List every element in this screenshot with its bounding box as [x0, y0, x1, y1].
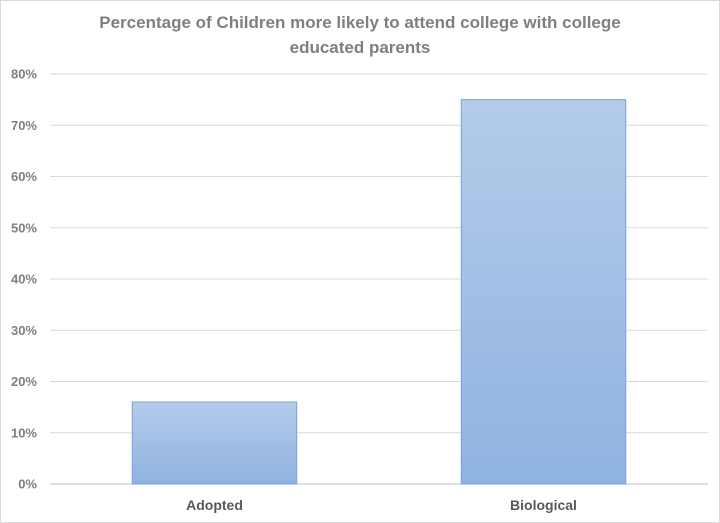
y-tick-label: 70%: [11, 118, 37, 133]
bar-biological: [460, 99, 627, 485]
y-tick-label: 60%: [11, 169, 37, 184]
y-tick-label: 80%: [11, 67, 37, 82]
y-axis-labels: 0% 10% 20% 30% 40% 50% 60% 70% 80%: [11, 67, 37, 492]
y-tick-label: 10%: [11, 425, 37, 440]
y-tick-label: 0%: [18, 477, 37, 492]
bars: [131, 99, 627, 485]
chart-title-line1: Percentage of Children more likely to at…: [99, 13, 621, 32]
y-tick-label: 30%: [11, 323, 37, 338]
x-axis-labels: Adopted Biological: [186, 497, 577, 513]
x-category-label: Biological: [510, 497, 577, 513]
y-tick-label: 40%: [11, 272, 37, 287]
chart-title: Percentage of Children more likely to at…: [0, 10, 720, 60]
x-category-label: Adopted: [186, 497, 243, 513]
bar-adopted: [131, 401, 298, 485]
y-tick-label: 20%: [11, 374, 37, 389]
chart-title-line2: educated parents: [289, 38, 431, 57]
y-tick-label: 50%: [11, 220, 37, 235]
